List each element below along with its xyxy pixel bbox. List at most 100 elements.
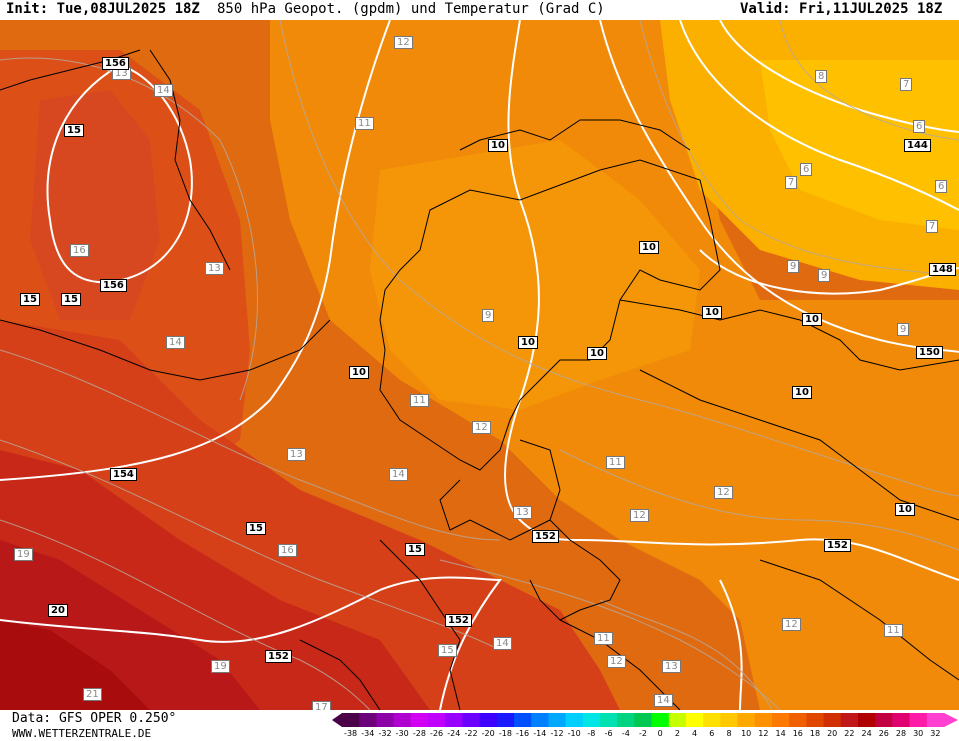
weather-map: 12 13 14 16 11 13 14 9 11 12 13 14 11 12…: [0, 20, 959, 710]
colorscale-swatch: [634, 713, 653, 727]
init-time: Init: Tue,08JUL2025 18Z: [6, 1, 200, 17]
temp-label: 13: [662, 660, 681, 673]
colorscale-tick-label: -16: [516, 729, 530, 738]
geopot-label: 152: [445, 614, 472, 627]
geopot-label: 15: [61, 293, 81, 306]
temp-label: 6: [913, 120, 926, 133]
colorscale-swatch: [858, 713, 876, 727]
colorscale-swatch: [875, 713, 893, 727]
colorscale-swatch: [428, 713, 446, 727]
colorscale-tick-label: -24: [447, 729, 461, 738]
colorscale-tick-label: 16: [792, 729, 803, 738]
colorscale-tick-label: -14: [533, 729, 547, 738]
geopot-label: 148: [929, 263, 956, 276]
colorscale-swatch: [926, 713, 945, 727]
colorscale-swatch: [342, 713, 360, 727]
temp-label: 12: [782, 618, 801, 631]
colorscale-tick-label: -4: [621, 729, 630, 738]
temp-label: 6: [800, 163, 813, 176]
geopot-label: 10: [639, 241, 659, 254]
colorscale-tick-label: 12: [758, 729, 769, 738]
temp-label: 14: [166, 336, 185, 349]
colorscale-swatch: [737, 713, 756, 727]
geopot-label: 152: [824, 539, 851, 552]
colorscale-tick-label: -18: [498, 729, 512, 738]
colorscale-swatch: [376, 713, 395, 727]
colorscale-swatch: [754, 713, 773, 727]
temp-label: 16: [70, 244, 89, 257]
colorscale-tick-label: -38: [344, 729, 358, 738]
temp-label: 12: [394, 36, 413, 49]
geopot-label: 15: [405, 543, 425, 556]
colorscale-tick-label: 6: [709, 729, 715, 738]
colorscale-tick-label: 20: [827, 729, 838, 738]
colorscale-tick-label: 28: [895, 729, 907, 738]
temp-label: 17: [312, 701, 331, 710]
temp-label: 12: [714, 486, 733, 499]
colorscale-tick-label: -2: [639, 729, 647, 738]
colorscale-swatch: [445, 713, 463, 727]
colorscale-swatch: [617, 713, 635, 727]
temp-label: 12: [630, 509, 649, 522]
geopot-label: 10: [488, 139, 508, 152]
temp-label: 9: [818, 269, 831, 282]
colorscale-swatch: [410, 713, 429, 727]
temp-label: 11: [606, 456, 625, 469]
colorscale-tick-label: -12: [550, 729, 564, 738]
temp-label: 13: [205, 262, 224, 275]
temp-label: 16: [278, 544, 297, 557]
temperature-isotherms: [0, 20, 959, 710]
colorscale-arrow-left: [332, 713, 342, 727]
colorscale-swatch: [582, 713, 601, 727]
temp-label: 8: [815, 70, 828, 83]
temp-band-7: [760, 60, 959, 230]
colorscale-tick-label: -26: [430, 729, 444, 738]
temp-band-10: [370, 140, 700, 410]
temp-label: 14: [654, 694, 673, 707]
colorscale-tick-label: 24: [861, 729, 872, 738]
temp-label: 19: [14, 548, 33, 561]
temp-label: 14: [493, 637, 512, 650]
temp-label: 13: [287, 448, 306, 461]
temp-label: 12: [607, 655, 626, 668]
temp-label: 13: [513, 506, 532, 519]
temp-label: 11: [355, 117, 374, 130]
country-borders: [0, 49, 959, 710]
colorscale-tick-label: -28: [412, 729, 426, 738]
temp-label: 11: [594, 632, 613, 645]
geopot-label: 10: [792, 386, 812, 399]
geopot-label: 154: [110, 468, 137, 481]
colorscale-labels: -38 -34 -32 -30 -28 -26 -24 -22 -20 -18 -16 -14 -12-…: [332, 729, 958, 740]
map-title: 850 hPa Geopot. (gpdm) und Temperatur (G…: [217, 1, 605, 17]
geopot-label: 156: [102, 57, 129, 70]
colorscale-swatch: [565, 713, 584, 727]
geopot-label: 10: [587, 347, 607, 360]
colorscale-swatch: [686, 713, 704, 727]
temp-label: 12: [472, 421, 491, 434]
colorscale-swatch: [668, 713, 687, 727]
colorscale-swatch: [840, 713, 859, 727]
colorscale-swatch: [703, 713, 721, 727]
temp-label: 7: [900, 78, 913, 91]
colorscale-swatch: [359, 713, 377, 727]
colorscale-swatch: [909, 713, 928, 727]
temp-label: 21: [83, 688, 102, 701]
colorscale-tick-label: 18: [809, 729, 821, 738]
temp-label: 7: [785, 176, 798, 189]
colorscale-tick-label: 32: [930, 729, 941, 738]
temperature-colorscale: [332, 713, 958, 727]
temp-label: 11: [884, 624, 903, 637]
colorscale-tick-label: -32: [378, 729, 392, 738]
colorscale-swatch: [462, 713, 481, 727]
geopot-label: 10: [349, 366, 369, 379]
colorscale-tick-label: -34: [361, 729, 375, 738]
temp-label: 11: [410, 394, 429, 407]
colorscale-tick-label: 26: [878, 729, 889, 738]
geopot-label: 20: [48, 604, 68, 617]
colorscale-swatch: [651, 713, 670, 727]
data-source: Data: GFS OPER 0.250°: [12, 711, 177, 726]
chart-footer: Data: GFS OPER 0.250° WWW.WETTERZENTRALE…: [0, 710, 959, 741]
colorscale-swatch: [531, 713, 549, 727]
colorscale-tick-label: -6: [604, 729, 613, 738]
colorscale-tick-label: 8: [726, 729, 732, 738]
